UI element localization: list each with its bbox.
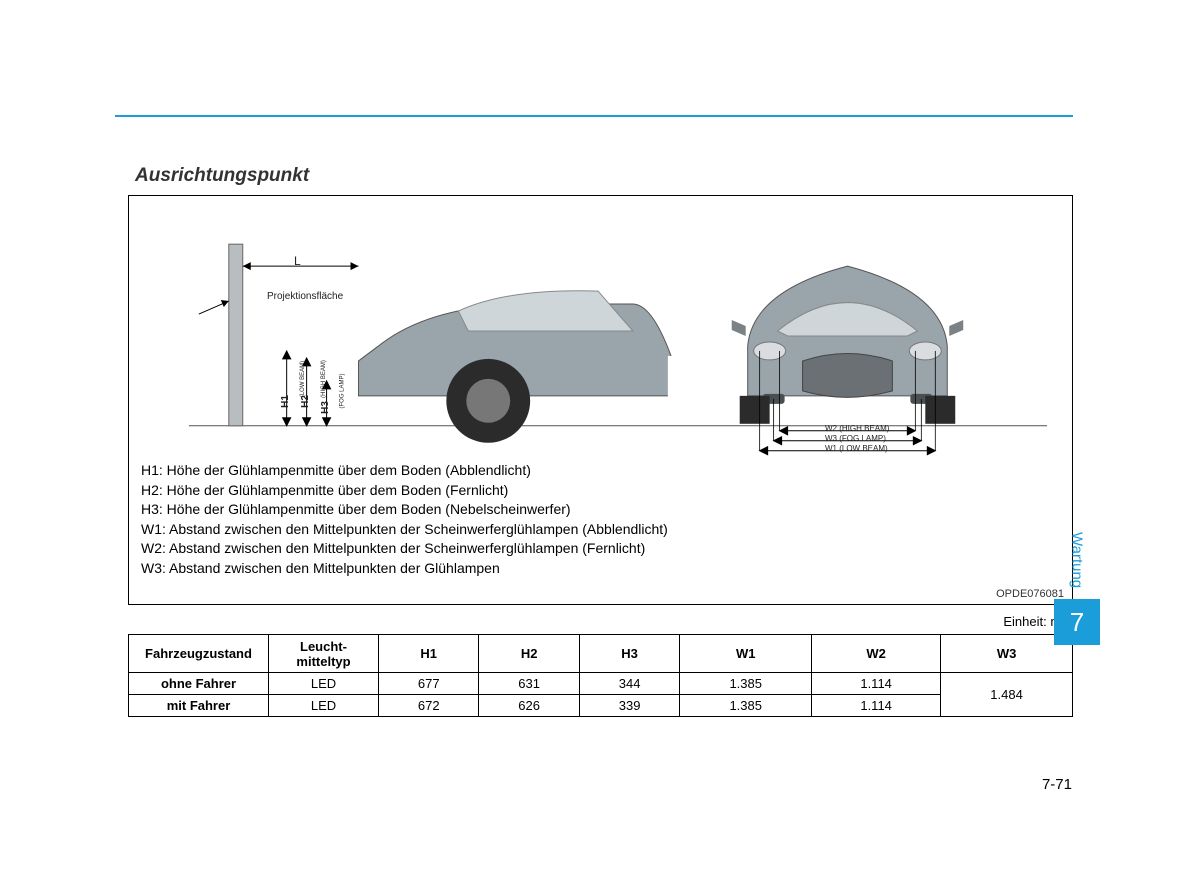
page-number: 7-71 <box>1042 776 1072 793</box>
chapter-tab: Wartung 7 <box>1054 525 1100 645</box>
cell-w1: 1.385 <box>680 673 812 695</box>
th-lamp-type-l1: Leucht- <box>300 639 347 654</box>
cell-h2: 631 <box>479 673 579 695</box>
legend-block: H1: Höhe der Glühlampenmitte über dem Bo… <box>141 461 668 579</box>
legend-h2: H2: Höhe der Glühlampenmitte über dem Bo… <box>141 481 668 501</box>
l-label: L <box>294 254 301 268</box>
cell-w2: 1.114 <box>812 673 941 695</box>
chapter-tab-label: Wartung <box>1069 525 1086 595</box>
projection-label: Projektionsfläche <box>267 291 343 302</box>
cell-h3: 344 <box>579 673 679 695</box>
diagram-box: Projektionsfläche L H1 H2 H3 (LOW BEAM) … <box>128 195 1073 605</box>
cell-h3: 339 <box>579 695 679 717</box>
cell-w3-merged: 1.484 <box>941 673 1073 717</box>
h3-label: H3 <box>320 401 331 414</box>
table-header-row: Fahrzeugzustand Leucht- mitteltyp H1 H2 … <box>129 635 1073 673</box>
th-w2: W2 <box>812 635 941 673</box>
table-row: ohne Fahrer LED 677 631 344 1.385 1.114 … <box>129 673 1073 695</box>
cell-condition: ohne Fahrer <box>129 673 269 695</box>
cell-w1: 1.385 <box>680 695 812 717</box>
section-title: Ausrichtungspunkt <box>135 165 309 187</box>
th-w1: W1 <box>680 635 812 673</box>
high-beam-v: (HIGH BEAM) <box>321 360 327 398</box>
legend-w1: W1: Abstand zwischen den Mittelpunkten d… <box>141 520 668 540</box>
w1-label: W1 (LOW BEAM) <box>825 444 888 453</box>
cell-h1: 672 <box>379 695 479 717</box>
chapter-tab-number: 7 <box>1054 599 1100 645</box>
legend-w3: W3: Abstand zwischen den Mittelpunkten d… <box>141 559 668 579</box>
cell-lamp: LED <box>269 673 379 695</box>
cell-w2: 1.114 <box>812 695 941 717</box>
th-h1: H1 <box>379 635 479 673</box>
fog-lamp-v: (FOG LAMP) <box>340 373 346 408</box>
alignment-diagram <box>129 196 1072 456</box>
th-lamp-type: Leucht- mitteltyp <box>269 635 379 673</box>
cell-h2: 626 <box>479 695 579 717</box>
w2-label: W2 (HIGH BEAM) <box>825 424 889 433</box>
cell-h1: 677 <box>379 673 479 695</box>
th-h2: H2 <box>479 635 579 673</box>
cell-condition: mit Fahrer <box>129 695 269 717</box>
w3-label: W3 (FOG LAMP) <box>825 434 886 443</box>
th-lamp-type-l2: mitteltyp <box>296 654 350 669</box>
table-row: mit Fahrer LED 672 626 339 1.385 1.114 <box>129 695 1073 717</box>
legend-h3: H3: Höhe der Glühlampenmitte über dem Bo… <box>141 500 668 520</box>
low-beam-v: (LOW BEAM) <box>300 361 306 397</box>
th-h3: H3 <box>579 635 679 673</box>
th-condition: Fahrzeugzustand <box>129 635 269 673</box>
measurements-table: Fahrzeugzustand Leucht- mitteltyp H1 H2 … <box>128 634 1073 717</box>
th-w3: W3 <box>941 635 1073 673</box>
legend-h1: H1: Höhe der Glühlampenmitte über dem Bo… <box>141 461 668 481</box>
cell-lamp: LED <box>269 695 379 717</box>
top-rule <box>115 115 1073 117</box>
h1-label: H1 <box>280 395 291 408</box>
legend-w2: W2: Abstand zwischen den Mittelpunkten d… <box>141 539 668 559</box>
